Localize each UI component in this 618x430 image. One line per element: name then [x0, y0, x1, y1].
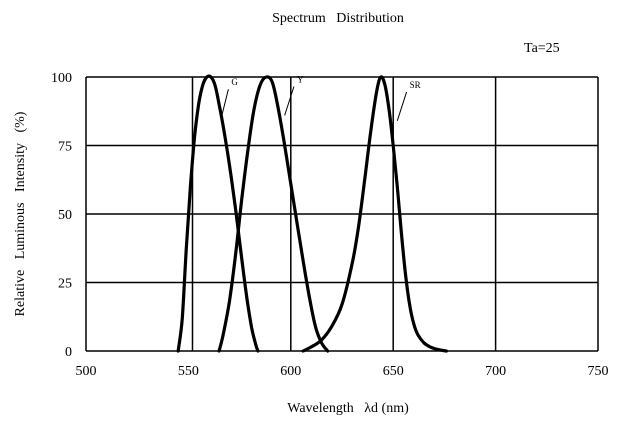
series-label-leader-g	[220, 89, 229, 119]
series-group	[176, 74, 448, 353]
series-line-y	[217, 75, 330, 353]
x-tick-label-2: 600	[280, 364, 301, 379]
chart-title: Spectrum Distribution	[272, 11, 404, 26]
tick-labels: 500 550 600 650 700 750 0 25 50 75 100	[51, 71, 609, 379]
y-tick-label-0: 0	[65, 345, 72, 360]
x-tick-label-5: 750	[588, 364, 609, 379]
y-tick-label-1: 25	[58, 277, 72, 292]
y-axis-label: Relative Luminous Intensity (%)	[13, 111, 28, 316]
series-line-sr	[301, 75, 448, 353]
x-tick-label-1: 550	[178, 364, 199, 379]
series-label-y: Y	[297, 74, 304, 84]
y-tick-label-4: 100	[51, 71, 72, 86]
x-axis-label: Wavelength λd (nm)	[287, 401, 409, 416]
series-label-leader-sr	[396, 91, 408, 121]
series-label-leader-y	[284, 86, 295, 116]
series-label-g: G	[231, 77, 238, 87]
x-tick-label-3: 650	[383, 364, 404, 379]
series-labels: G Y SR	[220, 74, 421, 121]
temperature-annotation: Ta=25	[524, 41, 560, 56]
y-tick-label-2: 50	[58, 208, 72, 223]
series-label-sr: SR	[410, 80, 421, 90]
x-tick-label-0: 500	[76, 364, 97, 379]
y-tick-label-3: 75	[58, 140, 72, 155]
series-line-g	[176, 74, 260, 353]
x-tick-label-4: 700	[485, 364, 506, 379]
grid	[85, 76, 599, 352]
